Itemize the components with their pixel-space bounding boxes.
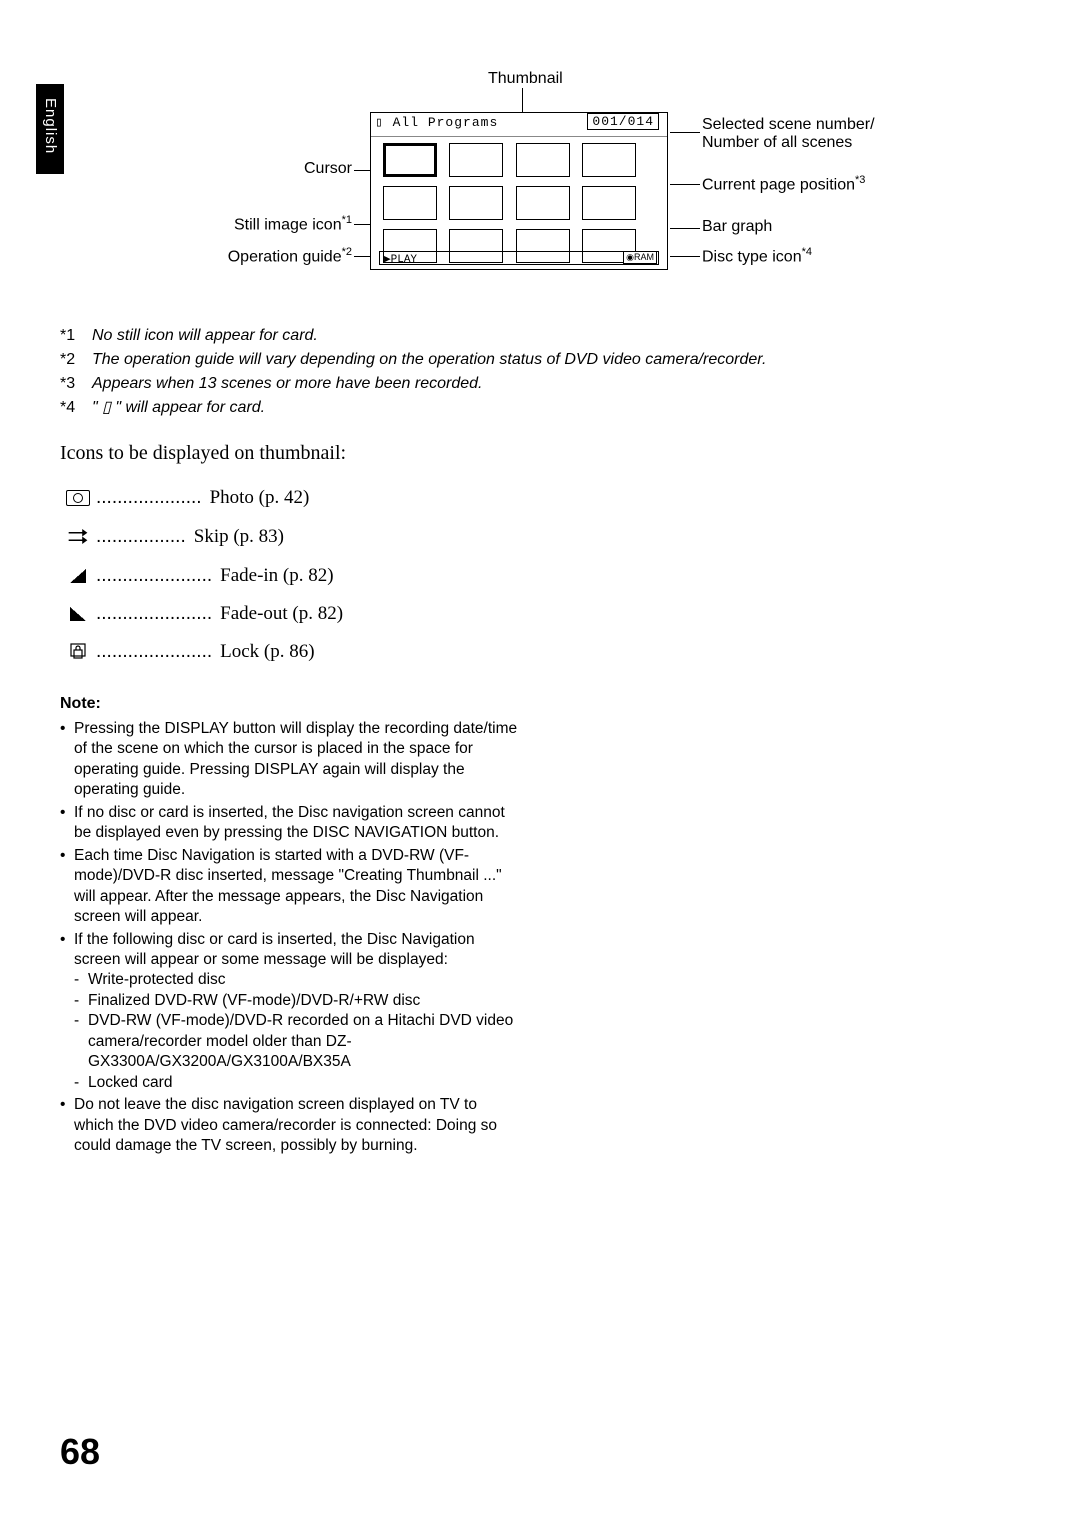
fadeout-icon <box>60 607 96 621</box>
thumb-item <box>582 143 636 177</box>
icon-label: Photo (p. 42) <box>210 479 310 517</box>
icon-list: .................... Photo (p. 42) ⮆ ...… <box>60 479 1020 671</box>
note-subitem: DVD-RW (VF-mode)/DVD-R recorded on a Hit… <box>74 1011 520 1072</box>
thumb-item <box>516 186 570 220</box>
note-item: If the following disc or card is inserte… <box>60 930 520 1094</box>
thumb-item <box>383 186 437 220</box>
thumb-item <box>449 186 503 220</box>
thumb-item <box>449 143 503 177</box>
note-subitem: Locked card <box>74 1073 520 1093</box>
icons-heading: Icons to be displayed on thumbnail: <box>60 442 1020 465</box>
label-selected-scene: Selected scene number/ Number of all sce… <box>702 116 875 152</box>
nav-screen: ▯ All Programs 001/014 ▶PLAY ◉RAM <box>370 112 668 270</box>
icon-label: Fade-out (p. 82) <box>220 595 343 633</box>
label-disc-type: Disc type icon*4 <box>702 246 812 266</box>
fadein-icon <box>60 569 96 583</box>
footnote-row: *1No still icon will appear for card. <box>60 324 1020 348</box>
thumb-item <box>516 143 570 177</box>
thumb-selected <box>383 143 437 177</box>
skip-icon: ⮆ <box>60 517 96 557</box>
lead-disctype <box>670 256 700 257</box>
lead-thumbnail <box>522 88 523 114</box>
label-operation-guide: Operation guide*2 <box>168 246 352 266</box>
label-current-page: Current page position*3 <box>702 174 865 194</box>
page-number: 68 <box>60 1431 100 1473</box>
note-item: Pressing the DISPLAY button will display… <box>60 719 520 801</box>
icon-row-photo: .................... Photo (p. 42) <box>60 479 1020 517</box>
note-heading: Note: <box>60 695 1020 713</box>
screen-ram: ◉RAM <box>623 251 657 264</box>
note-subitem: Write-protected disc <box>74 970 520 990</box>
screen-play: ▶PLAY <box>379 251 659 265</box>
note-item: Each time Disc Navigation is started wit… <box>60 846 520 928</box>
lead-bargraph <box>670 228 700 229</box>
note-subitem: Finalized DVD-RW (VF-mode)/DVD-R/+RW dis… <box>74 991 520 1011</box>
icon-label: Skip (p. 83) <box>194 518 284 556</box>
screen-counter: 001/014 <box>587 113 659 130</box>
label-bar-graph: Bar graph <box>702 218 772 236</box>
photo-icon <box>60 490 96 506</box>
icon-row-fadein: ...................... Fade-in (p. 82) <box>60 557 1020 595</box>
lead-current-page <box>670 184 700 185</box>
lead-selected <box>670 132 700 133</box>
screen-title: ▯ All Programs <box>375 115 498 130</box>
footnotes: *1No still icon will appear for card. *2… <box>60 324 1020 420</box>
lock-icon <box>60 643 96 661</box>
footnote-row: *2The operation guide will vary dependin… <box>60 348 1020 372</box>
note-item: Do not leave the disc navigation screen … <box>60 1095 520 1156</box>
label-cursor: Cursor <box>262 160 352 178</box>
label-still-image-icon: Still image icon*1 <box>186 214 352 234</box>
language-label: English <box>42 98 59 154</box>
footnote-row: *4" ▯ " will appear for card. <box>60 396 1020 420</box>
footnote-row: *3Appears when 13 scenes or more have be… <box>60 372 1020 396</box>
label-thumbnail: Thumbnail <box>488 70 563 88</box>
icon-label: Fade-in (p. 82) <box>220 557 333 595</box>
icon-row-fadeout: ...................... Fade-out (p. 82) <box>60 595 1020 633</box>
note-item: If no disc or card is inserted, the Disc… <box>60 803 520 844</box>
icon-label: Lock (p. 86) <box>220 633 314 671</box>
thumbnail-diagram: Thumbnail Cursor Still image icon*1 Oper… <box>60 70 1020 300</box>
notes-block: Pressing the DISPLAY button will display… <box>60 719 520 1157</box>
icon-row-skip: ⮆ ................. Skip (p. 83) <box>60 517 1020 557</box>
thumb-item <box>582 186 636 220</box>
icon-row-lock: ...................... Lock (p. 86) <box>60 633 1020 671</box>
